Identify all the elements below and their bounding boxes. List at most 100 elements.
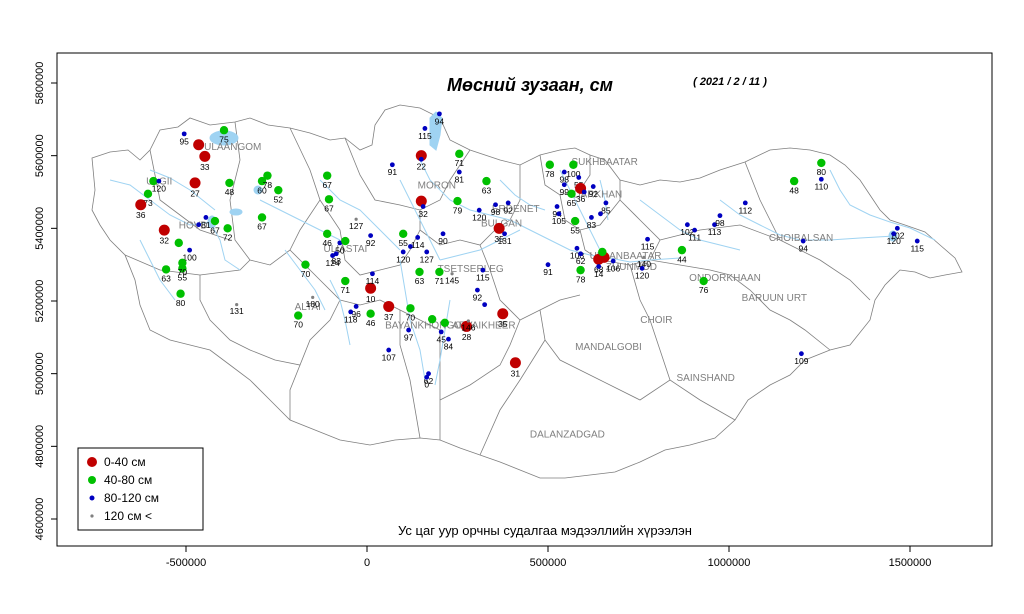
station-marker-blue bbox=[894, 225, 900, 231]
city-label: DALANZADGAD bbox=[530, 429, 605, 440]
station-value-label: 70 bbox=[293, 320, 303, 330]
station-value-label: 46 bbox=[366, 318, 376, 328]
station-marker-red bbox=[415, 195, 427, 207]
station-marker-blue bbox=[187, 247, 193, 253]
station-value-label: 99 bbox=[560, 187, 570, 197]
city-label: TSETSERLEG bbox=[438, 264, 504, 275]
station-marker-red bbox=[461, 320, 473, 332]
station-marker-green bbox=[223, 224, 232, 233]
legend-label-40-80: 40-80 см bbox=[104, 473, 152, 487]
station-marker-green bbox=[225, 178, 234, 188]
city-label: MORON bbox=[418, 180, 456, 191]
y-tick-label: 5600000 bbox=[34, 134, 46, 177]
station-value-label: 32 bbox=[160, 236, 170, 246]
station-value-label: 55 bbox=[178, 273, 188, 283]
station-marker-blue bbox=[576, 175, 582, 180]
station-value-label: 80 bbox=[817, 167, 827, 177]
station-value-label: 108 bbox=[570, 251, 584, 261]
station-value-label: 120 bbox=[396, 254, 410, 264]
station-marker-green bbox=[161, 265, 171, 274]
station-marker-green bbox=[149, 176, 158, 186]
station-value-label: 76 bbox=[699, 285, 709, 295]
station-marker-blue bbox=[181, 131, 187, 137]
y-tick-label: 4800000 bbox=[34, 425, 46, 468]
station-marker-green bbox=[427, 314, 437, 324]
station-marker-green bbox=[322, 171, 332, 180]
station-marker-red bbox=[383, 300, 395, 312]
station-marker-blue bbox=[598, 211, 603, 217]
station-value-label: 45 bbox=[436, 334, 446, 344]
station-marker-red bbox=[189, 177, 201, 189]
station-marker-green bbox=[677, 245, 687, 255]
city-label: ULAANBAATAR bbox=[590, 251, 662, 262]
station-value-label: 46 bbox=[322, 238, 332, 248]
station-value-label: 78 bbox=[545, 169, 555, 179]
y-tick-label: 5200000 bbox=[34, 280, 46, 323]
legend-red-marker bbox=[87, 457, 97, 467]
station-value-label: 96 bbox=[351, 309, 361, 319]
station-value-label: 31 bbox=[511, 368, 521, 378]
legend-label-80-120: 80-120 см bbox=[104, 491, 159, 505]
city-label: ZUUNMOD bbox=[606, 262, 657, 273]
station-marker-blue bbox=[420, 204, 426, 209]
station-value-label: 90 bbox=[438, 236, 448, 246]
station-marker-green bbox=[176, 289, 185, 298]
station-value-label: 91 bbox=[388, 167, 398, 177]
station-marker-blue bbox=[480, 267, 486, 273]
station-value-label: 94 bbox=[798, 243, 808, 253]
station-marker-blue bbox=[545, 262, 551, 268]
map-title: Мөсний зузаан, см bbox=[447, 75, 613, 95]
station-value-label: 65 bbox=[567, 198, 577, 208]
x-tick-label: 500000 bbox=[530, 557, 567, 569]
station-marker-blue bbox=[475, 287, 480, 293]
station-value-label: 36 bbox=[576, 194, 586, 204]
station-value-label: 98 bbox=[715, 218, 725, 228]
station-marker-blue bbox=[645, 236, 650, 242]
station-marker-blue bbox=[422, 126, 428, 131]
station-value-label: 131 bbox=[497, 236, 511, 246]
station-marker-blue bbox=[712, 222, 717, 228]
station-value-label: 35 bbox=[498, 319, 508, 329]
station-marker-blue bbox=[596, 264, 602, 269]
station-value-label: 115 bbox=[418, 131, 432, 141]
station-marker-blue bbox=[446, 336, 451, 342]
station-value-label: 83 bbox=[587, 220, 597, 230]
station-value-label: 70 bbox=[178, 267, 188, 277]
station-value-label: 97 bbox=[404, 332, 414, 342]
station-marker-blue bbox=[424, 374, 430, 380]
station-marker-red bbox=[509, 357, 521, 369]
station-marker-green bbox=[569, 160, 578, 169]
station-value-label: 67 bbox=[210, 225, 220, 235]
station-value-label: 68 bbox=[594, 265, 604, 275]
station-value-label: 109 bbox=[794, 356, 808, 366]
station-marker-gray bbox=[235, 303, 239, 307]
station-marker-green bbox=[178, 258, 187, 268]
station-marker-blue bbox=[196, 222, 202, 228]
station-value-label: 98 bbox=[491, 207, 501, 217]
station-marker-blue bbox=[590, 184, 596, 189]
station-value-label: 73 bbox=[143, 198, 153, 208]
station-marker-blue bbox=[561, 182, 567, 188]
station-value-label: 95 bbox=[179, 136, 189, 146]
x-tick-label: 0 bbox=[364, 557, 370, 569]
legend-green-marker bbox=[88, 476, 96, 484]
city-label: ONDORKHAAN bbox=[689, 273, 761, 284]
station-marker-green bbox=[143, 189, 153, 199]
station-marker-green bbox=[174, 238, 183, 248]
station-value-label: 27 bbox=[190, 188, 200, 198]
city-label: ARVAIKHEER bbox=[452, 320, 516, 331]
station-marker-gray bbox=[311, 295, 315, 299]
station-value-label: 0 bbox=[424, 380, 429, 390]
station-marker-blue bbox=[353, 304, 359, 309]
station-marker-red bbox=[193, 139, 205, 151]
station-marker-red bbox=[497, 308, 509, 320]
station-value-label: 102 bbox=[890, 231, 904, 241]
station-value-label: 120 bbox=[472, 213, 486, 223]
station-marker-blue bbox=[156, 178, 162, 184]
station-value-label: 100 bbox=[566, 169, 580, 179]
station-marker-blue bbox=[370, 271, 375, 277]
station-value-label: 32 bbox=[418, 209, 428, 219]
city-label: ERDENET bbox=[492, 204, 540, 215]
city-label: BARUUN URT bbox=[742, 293, 807, 304]
